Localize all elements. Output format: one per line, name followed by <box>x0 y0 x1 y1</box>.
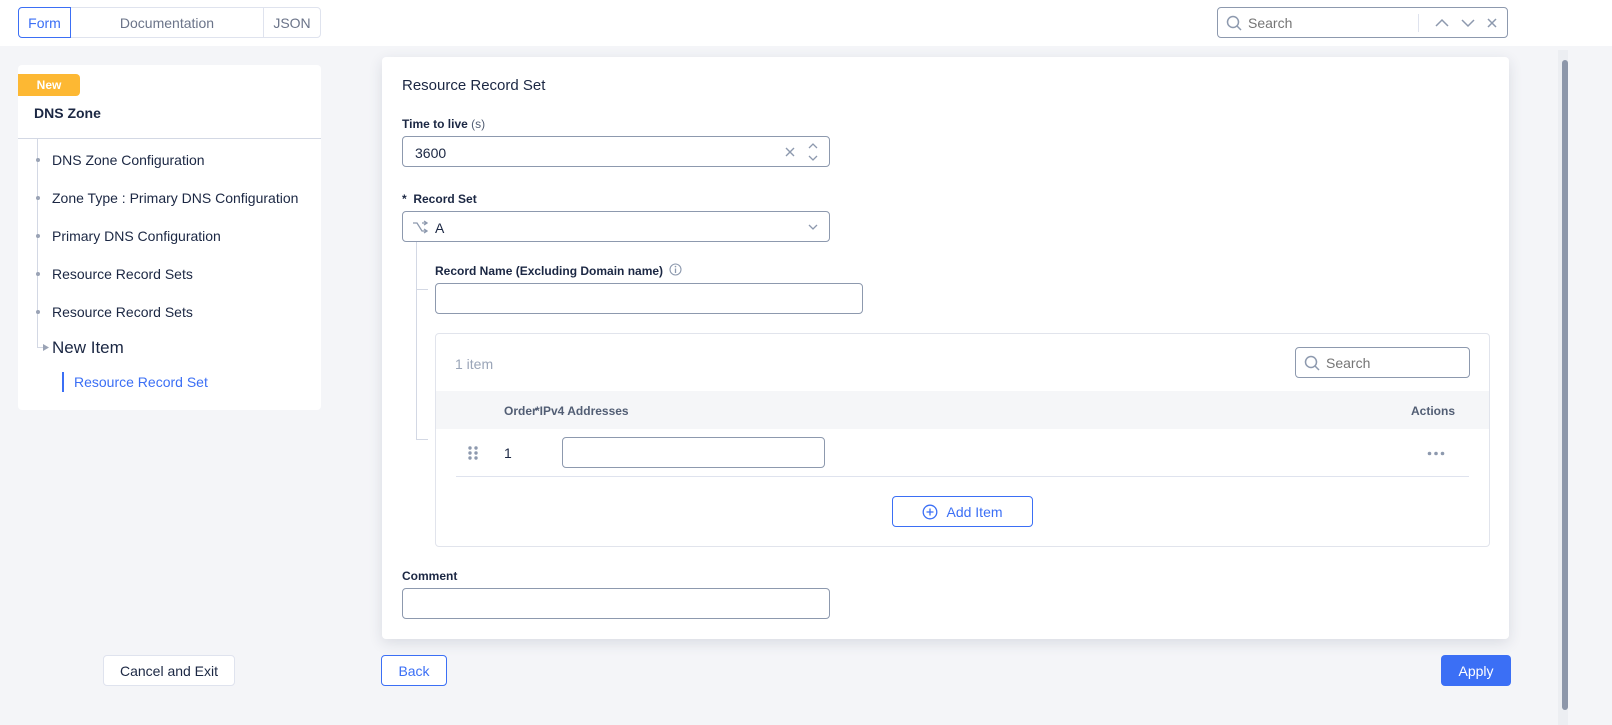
tree-line <box>37 347 45 348</box>
ipv4-input[interactable] <box>562 437 825 468</box>
top-search-input[interactable] <box>1248 13 1413 33</box>
comment-label: Comment <box>402 569 458 583</box>
record-name-label: Record Name (Excluding Domain name) <box>435 264 664 278</box>
column-actions: Actions <box>1411 404 1456 418</box>
more-actions-icon[interactable] <box>1427 451 1445 456</box>
tree-dot <box>36 196 40 200</box>
close-icon[interactable] <box>1487 18 1497 28</box>
back-label: Back <box>398 662 430 679</box>
apply-button[interactable]: Apply <box>1441 655 1511 686</box>
back-button[interactable]: Back <box>381 655 447 686</box>
page-title: Resource Record Set <box>402 77 546 94</box>
caret-right-icon <box>43 344 49 351</box>
tab-form[interactable]: Form <box>18 7 71 38</box>
item-count: 1 item <box>455 356 494 372</box>
ttl-label-text: Time to live <box>402 117 468 131</box>
scrollbar-thumb[interactable] <box>1562 60 1568 710</box>
record-name-input[interactable] <box>435 283 863 314</box>
tab-label: Form <box>28 14 61 31</box>
tab-label: JSON <box>273 14 311 31</box>
tab-documentation[interactable]: Documentation <box>70 7 264 38</box>
table-row: 1 <box>456 429 1469 477</box>
tree-dot <box>36 310 40 314</box>
apply-label: Apply <box>1458 662 1494 679</box>
tree-line <box>416 439 428 440</box>
sidebar-item-dns-zone-configuration[interactable]: DNS Zone Configuration <box>52 152 205 168</box>
column-order: Order <box>504 404 537 418</box>
drag-handle-icon[interactable] <box>467 445 479 461</box>
sidebar-item-resource-record-sets[interactable]: Resource Record Sets <box>52 266 193 282</box>
tree-dot <box>36 234 40 238</box>
record-set-label: * Record Set <box>402 192 477 206</box>
record-set-label-text: Record Set <box>413 192 477 206</box>
column-ipv4: *IPv4 Addresses <box>535 404 629 418</box>
plus-circle-icon <box>923 504 938 519</box>
tree-line <box>416 289 428 290</box>
divider <box>18 138 321 139</box>
search-icon <box>1226 15 1242 31</box>
cancel-label: Cancel and Exit <box>119 662 219 679</box>
add-item-label: Add Item <box>946 503 1003 520</box>
tree-dot <box>36 272 40 276</box>
sidebar-item-resource-record-sets-2[interactable]: Resource Record Sets <box>52 304 193 320</box>
branch-icon <box>413 220 428 234</box>
divider <box>1418 14 1419 32</box>
clear-icon[interactable] <box>785 147 795 157</box>
ttl-value: 3600 <box>415 145 447 161</box>
search-icon <box>1304 355 1320 371</box>
sidebar-panel <box>18 65 321 410</box>
required-marker: * <box>402 192 407 206</box>
comment-input[interactable] <box>402 588 830 619</box>
record-set-value: A <box>435 220 445 236</box>
ttl-field[interactable]: 3600 <box>402 136 830 167</box>
active-indicator <box>62 372 64 392</box>
sidebar-item-new-item[interactable]: New Item <box>52 338 124 357</box>
record-set-select[interactable]: A <box>402 211 830 242</box>
cancel-and-exit-button[interactable]: Cancel and Exit <box>103 655 235 686</box>
ipv4-table: 1 item Order *IPv4 Addresses Actions 1 A… <box>435 333 1490 547</box>
table-search[interactable] <box>1295 347 1470 378</box>
sidebar-item-resource-record-set[interactable]: Resource Record Set <box>74 374 208 390</box>
stepper-icon[interactable] <box>808 141 818 163</box>
tree-dot <box>36 158 40 162</box>
table-header: Order *IPv4 Addresses Actions <box>436 391 1489 429</box>
row-order: 1 <box>504 445 512 461</box>
status-badge: New <box>18 74 80 96</box>
ttl-label: Time to live (s) <box>402 117 485 131</box>
sidebar-title: DNS Zone <box>34 105 101 121</box>
add-item-button[interactable]: Add Item <box>892 496 1033 527</box>
table-search-input[interactable] <box>1326 353 1461 373</box>
sidebar-item-zone-type[interactable]: Zone Type : Primary DNS Configuration <box>52 190 299 206</box>
chevron-down-icon <box>808 224 818 230</box>
tab-json[interactable]: JSON <box>263 7 321 38</box>
tree-line <box>37 139 38 347</box>
top-search <box>1217 7 1508 38</box>
tree-line <box>416 242 417 440</box>
tab-label: Documentation <box>119 14 215 31</box>
ttl-unit: (s) <box>471 117 486 131</box>
info-icon[interactable] <box>669 263 682 276</box>
sidebar-item-primary-dns[interactable]: Primary DNS Configuration <box>52 228 221 244</box>
chevron-up-icon[interactable] <box>1435 17 1449 29</box>
chevron-down-icon[interactable] <box>1461 17 1475 29</box>
